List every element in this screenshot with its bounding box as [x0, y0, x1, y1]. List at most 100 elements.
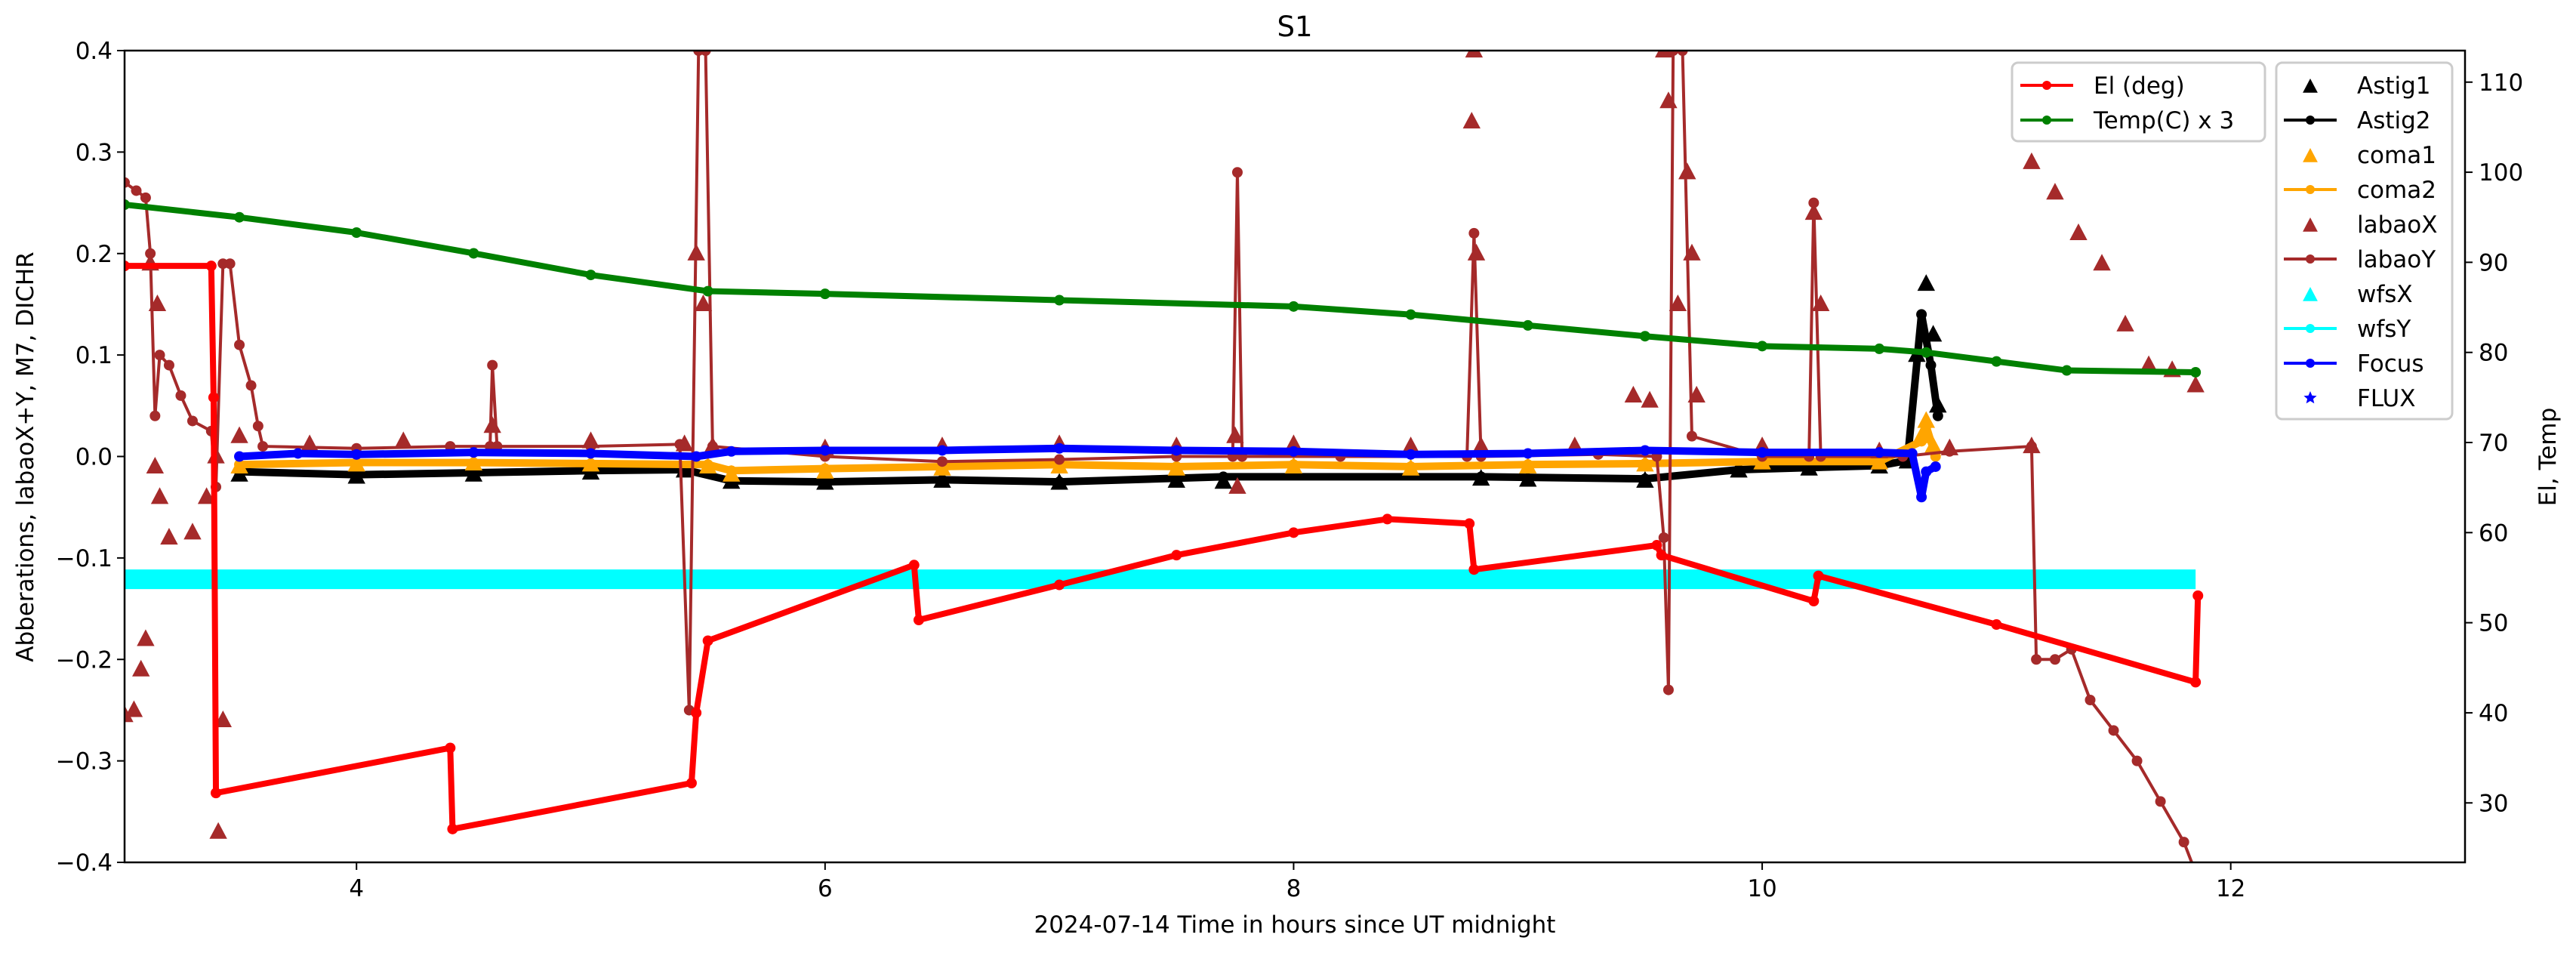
- plot-area: [125, 51, 2205, 877]
- legend-dot-icon: [2306, 116, 2315, 125]
- data-point: [1475, 471, 1487, 483]
- data-point: [447, 823, 458, 834]
- data-point: [2140, 355, 2158, 372]
- legend-entry-flux: FLUX: [2303, 385, 2416, 412]
- series-el-deg: [125, 261, 2204, 834]
- data-point: [1171, 445, 1182, 456]
- data-point: [1624, 385, 1643, 402]
- y-tick-label: −0.2: [56, 646, 112, 674]
- legend-left-axis: Astig1 Astig2 coma1 coma2 labaoX labaoY wfsX wf…: [2275, 61, 2454, 421]
- data-point: [1686, 430, 1697, 442]
- data-point: [160, 528, 178, 545]
- y-axis-label: Abberations, labaoX+Y, M7, DICHR: [12, 251, 39, 661]
- data-point: [694, 294, 713, 312]
- data-point: [1405, 461, 1416, 472]
- legend-right-axis: El (deg) Temp(C) x 3: [2011, 61, 2266, 143]
- data-point: [351, 227, 362, 239]
- data-point: [726, 465, 737, 476]
- data-point: [936, 445, 948, 456]
- y-tick-label: 0.1: [75, 342, 112, 369]
- data-point: [163, 359, 174, 371]
- data-point: [936, 456, 948, 467]
- legend-dot-icon: [2306, 324, 2315, 333]
- data-point: [234, 211, 245, 223]
- data-point: [1522, 448, 1533, 459]
- legend-entry-temp-c-x-3: Temp(C) x 3: [2020, 107, 2234, 134]
- data-point: [211, 788, 222, 799]
- data-point: [1468, 227, 1480, 239]
- data-point: [145, 248, 156, 259]
- data-point: [1917, 274, 1935, 291]
- data-point: [913, 615, 924, 626]
- data-point: [1218, 471, 1229, 483]
- data-point: [1921, 466, 1932, 477]
- data-point: [1916, 492, 1927, 503]
- legend-star-icon: [2303, 391, 2317, 404]
- data-point: [2069, 223, 2088, 240]
- data-point: [2178, 837, 2189, 848]
- data-point: [936, 474, 948, 486]
- data-point: [1054, 454, 1065, 465]
- data-point: [674, 439, 686, 450]
- data-point: [1639, 445, 1650, 456]
- data-point: [1925, 359, 1937, 371]
- legend-triangle-icon: [2303, 287, 2318, 301]
- data-point: [175, 390, 186, 401]
- data-point: [183, 523, 202, 540]
- data-point: [819, 476, 830, 488]
- data-point: [1288, 301, 1299, 312]
- y2-tick-label: 80: [2479, 340, 2508, 367]
- data-point: [1288, 527, 1299, 538]
- data-point: [702, 459, 713, 470]
- data-point: [1874, 447, 1885, 458]
- data-point: [150, 487, 169, 504]
- x-tick-label: 6: [818, 875, 833, 902]
- data-point: [1991, 356, 2002, 367]
- y-tick-label: 0.0: [75, 444, 112, 471]
- data-point: [1641, 390, 1659, 408]
- data-point: [2190, 677, 2202, 688]
- x-tick-label: 8: [1286, 875, 1302, 902]
- data-point: [702, 285, 713, 297]
- legend-label: El (deg): [2094, 72, 2185, 100]
- legend-entry-astig1: Astig1: [2303, 72, 2431, 100]
- legend-label: labaoX: [2357, 211, 2438, 239]
- data-point: [1757, 341, 1768, 352]
- legend-label: wfsY: [2357, 316, 2411, 343]
- data-point: [1468, 564, 1480, 575]
- data-point: [224, 258, 236, 270]
- data-point: [702, 635, 713, 646]
- data-point: [691, 451, 702, 462]
- data-point: [252, 421, 263, 432]
- data-point: [585, 448, 596, 459]
- data-point: [125, 199, 130, 211]
- data-point: [1658, 532, 1669, 543]
- data-point: [154, 350, 165, 361]
- legend-label: Astig1: [2357, 72, 2431, 100]
- data-point: [1171, 461, 1182, 472]
- data-point: [1669, 294, 1687, 312]
- data-point: [468, 248, 479, 259]
- data-point: [819, 445, 830, 456]
- data-point: [1683, 243, 1701, 261]
- data-point: [1228, 476, 1246, 494]
- legend-label: coma2: [2357, 177, 2436, 204]
- data-point: [245, 380, 257, 391]
- legend-dot-icon: [2042, 116, 2051, 125]
- legend-entry-focus: Focus: [2284, 350, 2424, 378]
- data-point: [585, 458, 596, 469]
- legend-dot-icon: [2306, 359, 2315, 368]
- series-temp-c-x-3: [125, 199, 2202, 378]
- data-point: [2046, 183, 2064, 200]
- y-tick-label: −0.4: [56, 850, 112, 877]
- y2-tick-label: 100: [2479, 159, 2523, 187]
- data-point: [445, 742, 456, 754]
- series-labaox: [125, 51, 2205, 839]
- data-point: [2093, 254, 2111, 271]
- data-point: [2190, 867, 2201, 877]
- data-point: [1916, 309, 1927, 320]
- data-point: [1462, 112, 1481, 129]
- legend-entry-coma2: coma2: [2284, 177, 2436, 204]
- data-point: [2049, 654, 2060, 665]
